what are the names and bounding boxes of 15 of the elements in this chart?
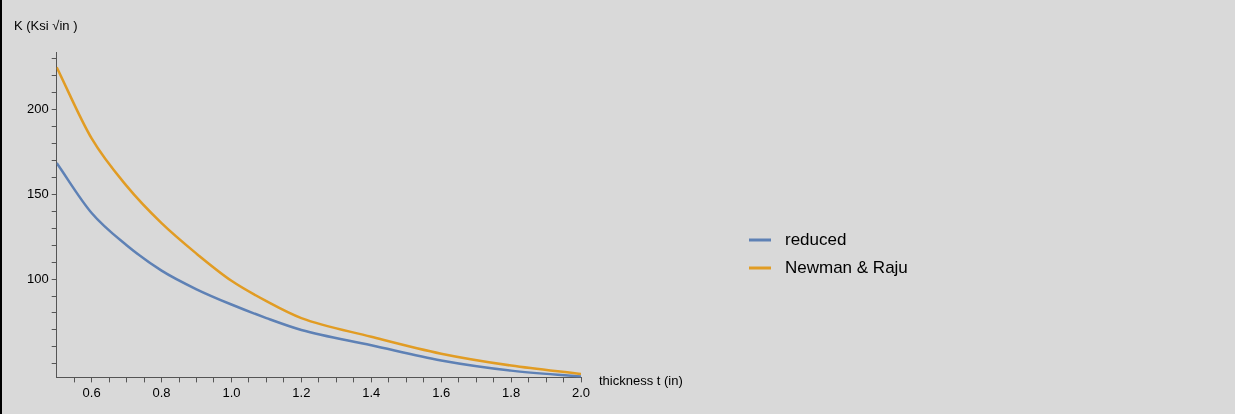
y-axis-title: K (Ksi √in )	[14, 17, 78, 33]
x-tick-label: 0.6	[82, 384, 101, 400]
x-axis-title: thickness t (in)	[599, 372, 683, 388]
y-tick-label: 200	[26, 101, 49, 117]
x-tick-label: 0.8	[152, 384, 171, 400]
y-tick-label: 150	[26, 185, 49, 201]
legend-label: Newman & Raju	[785, 257, 908, 277]
x-tick-label: 1.0	[222, 384, 241, 400]
x-tick-label: 1.6	[432, 384, 451, 400]
x-tick-label: 1.8	[502, 384, 521, 400]
legend-label: reduced	[785, 229, 847, 249]
x-tick-label: 2.0	[571, 384, 591, 400]
x-tick-label: 1.2	[292, 384, 311, 400]
y-tick-label: 100	[26, 270, 49, 286]
x-tick-label: 1.4	[362, 384, 381, 400]
